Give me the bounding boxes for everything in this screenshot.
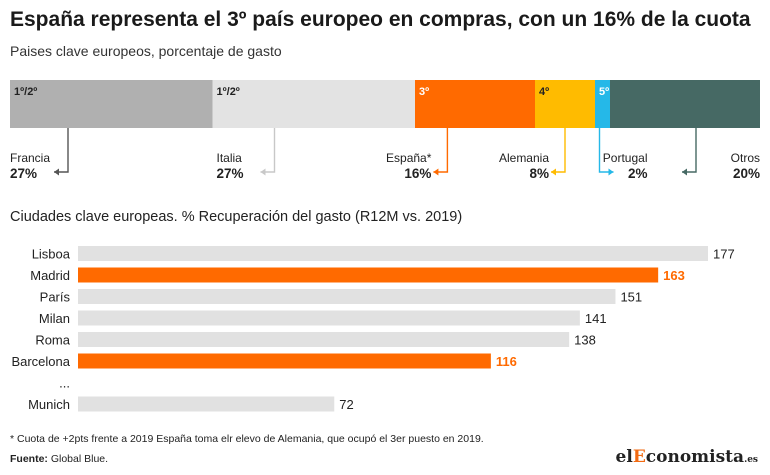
recovery-bar-madrid [78, 267, 659, 283]
recovery-value-roma: 138 [574, 333, 596, 348]
recovery-bar-lisboa [78, 246, 708, 261]
arrowhead-italia [260, 168, 266, 176]
share-segment-francia [10, 80, 213, 128]
arrowhead-alemania [551, 168, 556, 176]
share-segment-espana [415, 80, 535, 128]
recovery-value-paris: 151 [620, 290, 642, 305]
rank-label-alemania: 4º [539, 86, 549, 98]
recovery-value-milan: 141 [585, 311, 607, 326]
city-label-: ... [59, 376, 70, 391]
rank-label-italia: 1º/2º [217, 86, 240, 98]
country-label-portugal: Portugal [603, 151, 648, 165]
eleconomista-logo: elEconomista.es [615, 447, 758, 467]
recovery-bar-munich [78, 396, 335, 412]
share-segment-otros [610, 80, 760, 128]
share-value-francia: 27% [10, 166, 37, 181]
city-label-munich: Munich [28, 397, 70, 412]
city-label-roma: Roma [35, 333, 70, 348]
city-label-lisboa: Lisboa [32, 247, 71, 262]
share-segment-italia [212, 80, 415, 128]
city-label-milan: Milan [39, 311, 70, 326]
rank-label-portugal: 5º [599, 86, 609, 98]
chart-subtitle: Paises clave europeos, porcentaje de gas… [10, 43, 282, 59]
city-recovery-chart: Lisboa 177 Madrid 163 París 151 Milan 141 Roma 13… [11, 246, 735, 412]
recovery-bar-barcelona [78, 353, 491, 369]
arrowhead-portugal [608, 168, 614, 176]
section-title-cities: Ciudades clave europeas. % Recuperación … [10, 209, 463, 225]
share-segment-alemania [535, 80, 595, 128]
chart-title: España representa el 3º país europeo en … [10, 8, 751, 31]
rank-label-espana: 3º [419, 86, 429, 98]
share-value-espana: 16% [404, 166, 431, 181]
share-value-alemania: 8% [529, 166, 549, 181]
rank-label-francia: 1º/2º [14, 86, 37, 98]
recovery-value-munich: 72 [339, 397, 353, 412]
recovery-bar-milan [78, 310, 580, 326]
connector-espana [433, 128, 449, 173]
city-label-paris: París [40, 290, 71, 305]
share-value-portugal: 2% [628, 166, 648, 181]
country-label-italia: Italia [217, 151, 243, 165]
market-share-chart: 1º/2º 1º/2º 3º 4º 5ºFrancia27%Italia27%Españ… [10, 80, 760, 181]
country-label-francia: Francia [10, 151, 50, 165]
share-value-italia: 27% [217, 166, 244, 181]
source-text: Global Blue. [50, 453, 109, 465]
source-label: Fuente: [10, 453, 48, 465]
city-label-madrid: Madrid [30, 268, 70, 283]
country-label-otros: Otros [731, 151, 760, 165]
connector-otros [682, 128, 697, 173]
country-label-espana: España* [386, 151, 432, 165]
connector-portugal [598, 128, 614, 173]
recovery-bar-paris [78, 289, 616, 304]
arrowhead-otros [682, 168, 687, 176]
arrowhead-espana [433, 168, 439, 176]
share-segment-portugal [595, 80, 610, 128]
connector-italia [260, 128, 276, 173]
arrowhead-francia [54, 168, 59, 176]
connector-francia [54, 128, 69, 173]
recovery-value-lisboa: 177 [713, 247, 735, 262]
recovery-bar-roma [78, 332, 570, 347]
recovery-value-madrid: 163 [663, 268, 685, 283]
country-label-alemania: Alemania [499, 151, 549, 165]
share-value-otros: 20% [733, 166, 760, 181]
city-label-barcelona: Barcelona [11, 354, 70, 369]
connector-alemania [551, 128, 566, 173]
footnote: * Cuota de +2pts frente a 2019 España to… [10, 433, 484, 445]
source-note: Fuente: Global Blue. [10, 453, 108, 465]
recovery-value-barcelona: 116 [496, 354, 517, 369]
